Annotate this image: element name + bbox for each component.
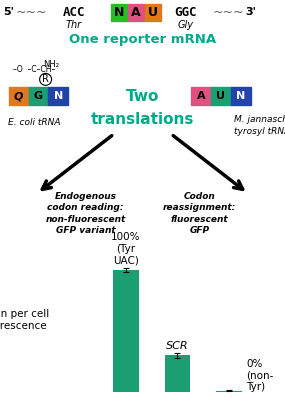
Bar bbox=[145, 4, 161, 21]
Bar bbox=[28, 87, 48, 105]
Bar bbox=[191, 87, 211, 105]
Text: Endogenous
codon reading:
non-fluorescent
GFP variant: Endogenous codon reading: non-fluorescen… bbox=[45, 192, 126, 235]
Text: –O  –C–CH–: –O –C–CH– bbox=[13, 65, 55, 74]
Text: U: U bbox=[216, 91, 225, 101]
Text: Two: Two bbox=[126, 89, 159, 104]
Text: SCR: SCR bbox=[166, 340, 189, 350]
Text: Mean per cell
fluorescence: Mean per cell fluorescence bbox=[0, 309, 49, 331]
Text: NH₂: NH₂ bbox=[43, 60, 59, 69]
Text: M. jannaschii: M. jannaschii bbox=[234, 114, 285, 124]
Bar bbox=[128, 4, 144, 21]
Text: N: N bbox=[236, 91, 245, 101]
Text: U: U bbox=[148, 6, 158, 19]
Text: 5': 5' bbox=[3, 7, 14, 17]
Text: E. coli tRNA: E. coli tRNA bbox=[8, 118, 60, 127]
Bar bbox=[211, 87, 231, 105]
Bar bbox=[9, 87, 28, 105]
Bar bbox=[231, 87, 251, 105]
Text: 100%
(Tyr
UAC): 100% (Tyr UAC) bbox=[111, 232, 141, 266]
Bar bbox=[48, 87, 68, 105]
Bar bbox=[113, 270, 139, 392]
Bar bbox=[164, 355, 190, 392]
Text: Codon
reassignment:
fluorescent
GFP: Codon reassignment: fluorescent GFP bbox=[163, 192, 236, 235]
Text: Thr: Thr bbox=[66, 20, 82, 30]
Text: 0%
(non-
Tyr): 0% (non- Tyr) bbox=[246, 359, 273, 392]
Text: G: G bbox=[34, 91, 43, 101]
Text: R: R bbox=[42, 74, 49, 84]
Text: 3': 3' bbox=[245, 7, 256, 17]
Text: A: A bbox=[197, 91, 205, 101]
Text: ACC: ACC bbox=[63, 6, 85, 19]
Text: Q: Q bbox=[14, 91, 23, 101]
Text: GGC: GGC bbox=[174, 6, 196, 19]
Text: N: N bbox=[54, 91, 63, 101]
Text: One reporter mRNA: One reporter mRNA bbox=[69, 33, 216, 46]
Bar bbox=[216, 391, 242, 392]
Text: tyrosyl tRNA: tyrosyl tRNA bbox=[234, 127, 285, 136]
Bar bbox=[111, 4, 127, 21]
Text: Gly: Gly bbox=[177, 20, 193, 30]
Text: ~~~: ~~~ bbox=[212, 6, 244, 19]
Text: A: A bbox=[131, 6, 141, 19]
Text: ~~~: ~~~ bbox=[16, 6, 47, 19]
Text: N: N bbox=[114, 6, 124, 19]
Text: translations: translations bbox=[91, 112, 194, 126]
